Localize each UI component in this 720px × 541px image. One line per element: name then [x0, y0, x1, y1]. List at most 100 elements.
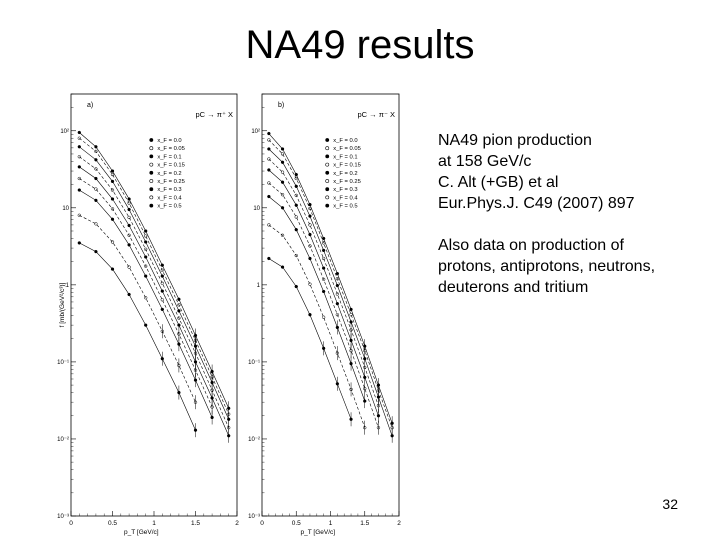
data-point	[280, 193, 285, 197]
data-point	[94, 249, 98, 254]
note-line: NA49 pion production	[438, 132, 592, 149]
data-point	[144, 323, 148, 327]
legend-marker	[149, 195, 154, 200]
note-line: C. Alt (+GB) et al	[438, 174, 559, 191]
data-point	[110, 172, 115, 177]
data-point	[308, 214, 312, 218]
data-point	[94, 222, 98, 226]
note-line: Also data on production of	[438, 237, 624, 254]
legend-entry: x_F = 0.2	[157, 171, 181, 177]
data-point	[177, 309, 181, 313]
data-point	[349, 313, 353, 317]
data-point	[127, 292, 131, 297]
legend-entry: x_F = 0.15	[333, 163, 361, 169]
data-point	[160, 281, 164, 285]
y-tick-label: 10	[253, 206, 260, 212]
legend-marker	[325, 146, 330, 151]
x-tick-label: 0	[260, 520, 264, 527]
legend-entry: x_F = 0.4	[333, 195, 358, 201]
x-tick-label: 2	[235, 520, 239, 527]
data-point	[267, 147, 271, 151]
note-line: Eur.Phys.J. C49 (2007) 897	[438, 195, 635, 212]
note-line: at 158 GeV/c	[438, 153, 532, 170]
data-point	[294, 253, 298, 258]
data-point	[335, 277, 340, 281]
data-point	[177, 303, 181, 307]
data-point	[308, 282, 312, 286]
legend-entry: x_F = 0.3	[333, 187, 357, 193]
data-point	[144, 274, 148, 278]
x-tick-label: 0.5	[292, 520, 301, 527]
data-point	[127, 215, 131, 220]
legend-marker	[149, 170, 154, 175]
panel-frame	[70, 93, 238, 517]
series-line	[79, 215, 196, 403]
data-point	[127, 207, 131, 212]
data-point	[94, 145, 98, 149]
data-point	[160, 274, 164, 278]
slide-number: 32	[662, 496, 678, 512]
data-point	[267, 181, 271, 185]
data-point	[322, 248, 326, 253]
series-line	[79, 189, 213, 418]
y-tick-label: 10⁻¹	[57, 360, 69, 366]
series-line	[268, 133, 393, 424]
data-point	[308, 313, 312, 317]
data-point	[308, 256, 312, 261]
legend-marker	[325, 179, 330, 183]
x-axis-label: p_T [GeV/c]	[301, 529, 336, 536]
data-point	[280, 152, 285, 156]
note-line: protons, antiprotons, neutrons,	[438, 258, 656, 275]
legend-marker	[149, 146, 154, 151]
series-line	[79, 156, 229, 428]
reaction-label: pC → π⁺ X	[196, 110, 233, 119]
legend-marker	[149, 187, 154, 192]
panel-tag: b)	[278, 102, 284, 109]
x-tick-label: 1	[329, 520, 333, 527]
legend-marker	[149, 203, 154, 208]
data-point	[144, 229, 148, 233]
legend-entry: x_F = 0.1	[333, 154, 357, 160]
note-line: deuterons and tritium	[438, 279, 589, 296]
data-point	[294, 203, 298, 207]
data-point	[322, 236, 326, 241]
legend-entry: x_F = 0.0	[157, 138, 181, 144]
y-tick-label: 1	[257, 283, 261, 289]
data-point	[127, 233, 131, 237]
data-point	[127, 243, 131, 247]
data-point	[177, 297, 181, 301]
data-point	[94, 176, 98, 181]
legend-marker	[149, 179, 154, 183]
data-point	[110, 197, 115, 201]
y-tick-label: 10⁻¹	[248, 360, 260, 366]
data-point	[267, 223, 271, 227]
x-tick-label: 0.5	[108, 520, 117, 527]
data-point	[280, 160, 285, 164]
data-point	[308, 206, 312, 211]
data-point	[308, 232, 312, 237]
data-point	[280, 170, 285, 174]
x-tick-label: 1	[152, 520, 156, 527]
data-point	[144, 247, 148, 251]
y-axis-label: f [mb/(GeV²/c³)]	[59, 282, 66, 327]
data-point	[77, 130, 81, 135]
data-point	[267, 168, 271, 172]
notes-block: NA49 pion production at 158 GeV/c C. Alt…	[438, 130, 713, 298]
legend-entry: x_F = 0.25	[333, 179, 361, 185]
y-tick-label: 10	[62, 206, 69, 212]
y-tick-label: 10²	[60, 129, 69, 135]
series-line	[79, 137, 229, 415]
data-point	[77, 155, 81, 159]
data-point	[144, 264, 148, 268]
legend-entry: x_F = 0.4	[157, 195, 182, 201]
x-tick-label: 1.5	[191, 520, 200, 527]
legend-entry: x_F = 0.15	[157, 163, 185, 169]
data-point	[267, 256, 271, 261]
data-point	[294, 215, 298, 219]
legend-marker	[325, 154, 330, 159]
data-point	[280, 233, 285, 237]
data-point	[77, 145, 81, 149]
data-point	[322, 289, 326, 294]
na49-figure: f [mb/(GeV²/c³)] 10² 10 1 10⁻¹ 10⁻² 10⁻³ 0 0.5 1 1…	[57, 88, 411, 536]
data-point	[160, 298, 164, 302]
